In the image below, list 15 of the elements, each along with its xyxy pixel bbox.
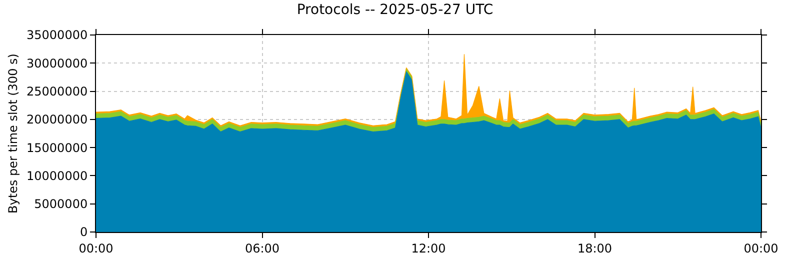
x-tick-label: 12:00 [411, 241, 446, 256]
chart-title: Protocols -- 2025-05-27 UTC [296, 2, 494, 18]
y-tick-label: 5000000 [34, 197, 88, 212]
y-tick-label: 15000000 [26, 140, 88, 155]
x-tick-label: 00:00 [78, 241, 114, 256]
y-tick-label: 25000000 [26, 84, 88, 98]
y-tick-label: 0 [80, 225, 88, 240]
x-tick-label: 18:00 [577, 241, 612, 256]
x-tick-label: 06:00 [244, 241, 280, 256]
y-tick-label: 35000000 [26, 28, 88, 42]
x-tick-label: 00:00 [744, 241, 778, 256]
y-axis-title: Bytes per time slot (300 s) [6, 54, 20, 214]
y-tick-label: 10000000 [26, 168, 88, 183]
y-tick-label: 20000000 [26, 112, 88, 127]
y-tick-label: 30000000 [26, 56, 88, 70]
